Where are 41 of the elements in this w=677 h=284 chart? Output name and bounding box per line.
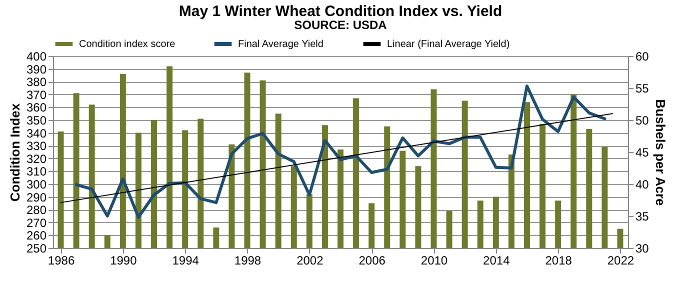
y2-tick-label: 55 (636, 82, 650, 96)
y2-axis-title: Bushels per Acre (652, 99, 668, 206)
y-tick-label: 310 (26, 164, 47, 179)
y-tick-label: 320 (26, 152, 47, 166)
y-tick-label: 300 (26, 178, 47, 192)
y-tick-label: 380 (26, 75, 47, 90)
y-tick-label: 270 (26, 216, 47, 230)
y-tick-label: 330 (26, 139, 47, 154)
x-tick-label: 2002 (296, 254, 324, 268)
y-tick-label: 250 (26, 242, 47, 256)
x-tick-label: 1998 (234, 254, 262, 268)
x-tick-label: 2022 (607, 254, 634, 268)
source-note: SOURCE: USDA (294, 18, 388, 32)
y2-tick-label: 45 (636, 146, 650, 160)
y2-tick-label: 50 (636, 114, 650, 128)
y2-tick-label: 30 (636, 242, 650, 256)
chart-title: May 1 Winter Wheat Condition Index vs. Yield (178, 3, 502, 20)
legend-label: Final Average Yield (238, 39, 324, 50)
x-tick-label: 2010 (420, 254, 448, 268)
y-tick-label: 260 (26, 228, 47, 243)
y2-tick-label: 35 (636, 210, 650, 224)
y-tick-label: 280 (26, 203, 47, 218)
x-tick-label: 2018 (545, 254, 572, 268)
y2-tick-label: 60 (636, 50, 650, 64)
y-tick-label: 370 (26, 88, 47, 102)
y-tick-label: 340 (26, 126, 47, 140)
y-tick-label: 360 (26, 100, 47, 115)
y-tick-label: 350 (26, 114, 47, 128)
y-axis-title: Condition Index (7, 102, 22, 202)
x-tick-label: 1990 (110, 254, 138, 268)
legend-label: Linear (Final Average Yield) (387, 39, 510, 50)
x-tick-label: 2006 (358, 254, 386, 268)
line-series (74, 84, 606, 219)
x-tick-label: 2014 (483, 254, 510, 268)
legend-label: Condition index score (79, 39, 176, 50)
x-tick-label: 1994 (172, 254, 200, 268)
y-tick-label: 400 (26, 50, 47, 64)
y-tick-label: 290 (26, 190, 47, 204)
x-tick-label: 1986 (48, 254, 75, 268)
y2-tick-label: 40 (636, 178, 650, 192)
y-tick-label: 390 (26, 62, 47, 76)
